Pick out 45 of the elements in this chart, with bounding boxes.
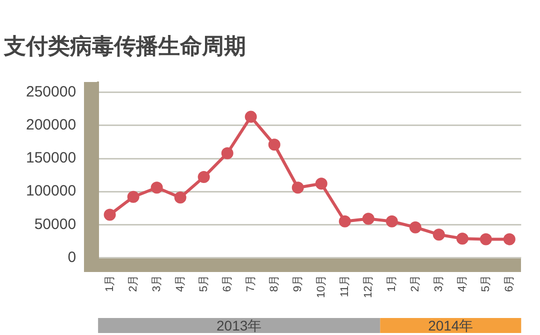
y-tick-label: 100000 xyxy=(26,182,76,200)
x-tick-label: 11月 xyxy=(338,274,351,298)
point xyxy=(480,233,492,246)
x-tick-label: 4月 xyxy=(456,274,468,292)
point xyxy=(268,138,280,151)
x-tick-label: 7月 xyxy=(244,274,257,292)
y-tick-label: 0 xyxy=(68,248,76,266)
y-tick-label: 50000 xyxy=(34,216,76,233)
x-tick-label: 6月 xyxy=(503,274,516,292)
point xyxy=(104,208,116,221)
point xyxy=(503,233,516,246)
point xyxy=(292,182,304,194)
point xyxy=(198,171,210,184)
x-tick-label: 1月 xyxy=(386,274,398,292)
x-tick-label: 4月 xyxy=(174,274,186,292)
point xyxy=(409,221,422,234)
x-tick-label: 3月 xyxy=(432,274,445,292)
x-tick-label: 2月 xyxy=(127,274,140,292)
chart-title: 支付类病毒传播生命周期 xyxy=(3,33,246,58)
x-tick-label: 10月 xyxy=(315,274,328,298)
x-tick-label: 12月 xyxy=(362,274,374,298)
point xyxy=(338,215,351,228)
point xyxy=(386,215,398,228)
point xyxy=(315,178,328,190)
point xyxy=(432,228,445,241)
text: 2014年 xyxy=(428,317,474,334)
text: 2013年 xyxy=(216,317,262,334)
x-tick-label: 5月 xyxy=(198,274,210,292)
point xyxy=(221,147,234,160)
x-tick-label: 2月 xyxy=(409,274,422,292)
point xyxy=(456,232,468,245)
point xyxy=(150,182,163,194)
point xyxy=(174,192,186,204)
point xyxy=(244,110,257,123)
point xyxy=(362,212,374,225)
y-tick-label: 250000 xyxy=(26,83,76,100)
x-tick-label: 1月 xyxy=(104,274,116,292)
y-tick-label: 150000 xyxy=(26,150,76,167)
x-tick-label: 8月 xyxy=(268,274,280,292)
x-tick-label: 5月 xyxy=(480,274,492,292)
x-tick-label: 3月 xyxy=(150,274,163,292)
x-tick-label: 9月 xyxy=(292,274,304,292)
point xyxy=(127,190,140,203)
y-tick-label: 200000 xyxy=(26,116,76,134)
x-tick-label: 6月 xyxy=(221,274,234,292)
